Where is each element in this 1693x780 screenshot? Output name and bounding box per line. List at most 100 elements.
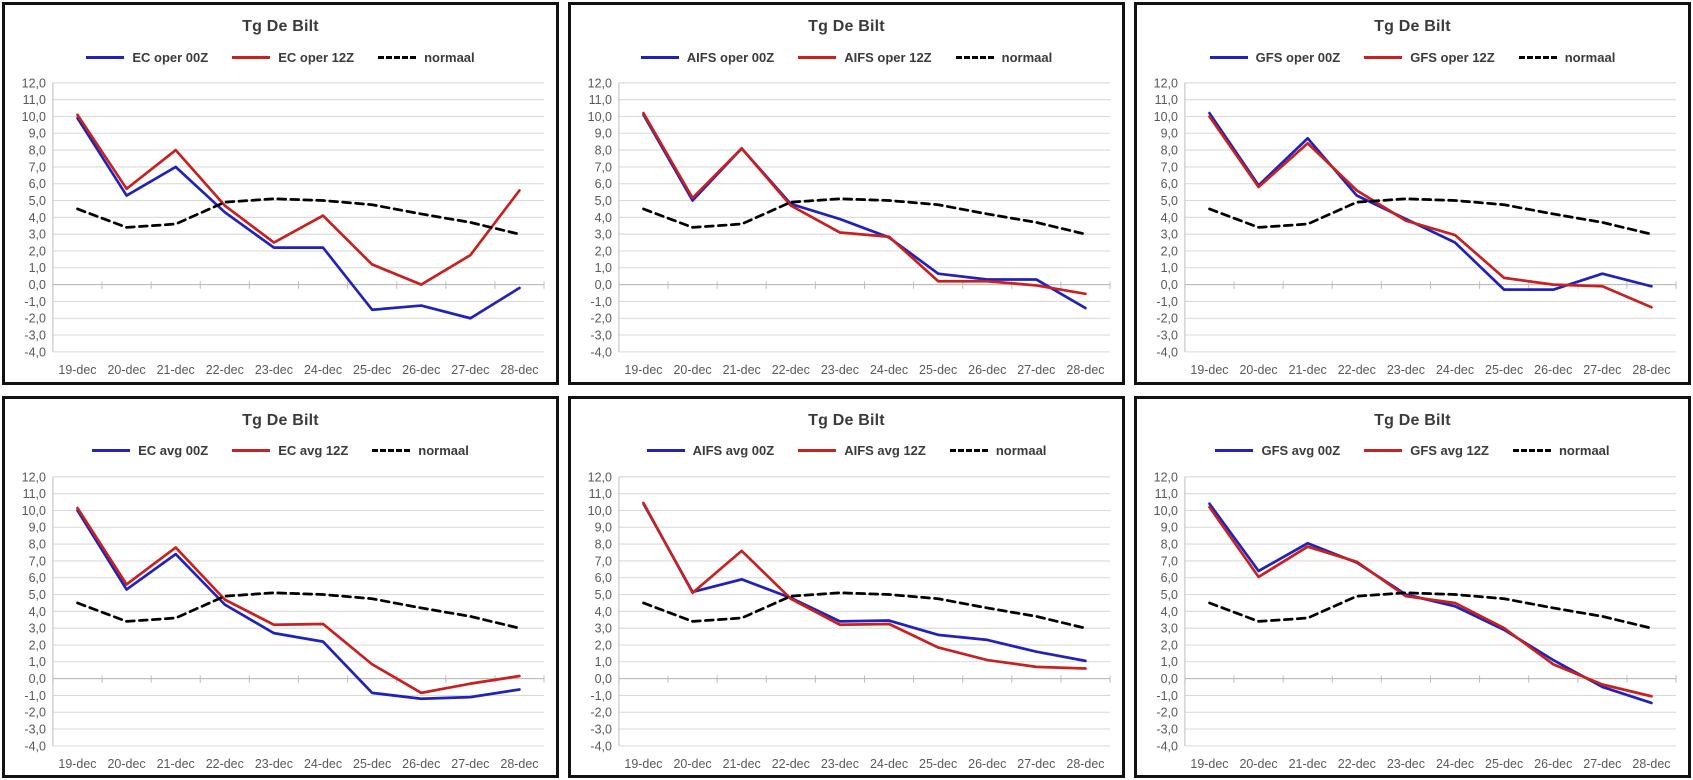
svg-text:27-dec: 27-dec (451, 362, 490, 377)
legend-label: EC oper 00Z (132, 49, 209, 65)
svg-text:23-dec: 23-dec (1387, 362, 1426, 377)
legend-label: AIFS oper 00Z (686, 49, 775, 65)
legend-line-icon (1209, 55, 1248, 59)
line-chart: 12,011,010,09,08,07,06,05,04,03,02,01,00… (588, 75, 1111, 377)
svg-text:-1,0: -1,0 (24, 687, 46, 702)
chart-legend: GFS avg 00Z GFS avg 12Z normaal (1137, 440, 1688, 462)
svg-text:22-dec: 22-dec (772, 362, 811, 377)
svg-text:11,0: 11,0 (589, 92, 612, 107)
svg-text:-4,0: -4,0 (24, 737, 46, 752)
svg-text:26-dec: 26-dec (1534, 755, 1573, 770)
svg-text:24-dec: 24-dec (870, 755, 909, 770)
svg-text:19-dec: 19-dec (624, 362, 663, 377)
svg-text:8,0: 8,0 (595, 536, 612, 551)
svg-text:20-dec: 20-dec (108, 755, 147, 770)
legend-label: GFS oper 00Z (1255, 49, 1341, 65)
svg-text:3,0: 3,0 (595, 226, 612, 241)
legend-line-icon (798, 55, 837, 59)
svg-text:8,0: 8,0 (29, 142, 46, 157)
legend-label: normaal (1564, 49, 1616, 65)
svg-text:8,0: 8,0 (1161, 142, 1178, 157)
svg-text:2,0: 2,0 (595, 637, 612, 652)
chart-title: Tg De Bilt (1374, 18, 1451, 35)
legend-item: GFS avg 12Z (1364, 443, 1489, 458)
svg-text:-3,0: -3,0 (590, 327, 612, 342)
chart-title: Tg De Bilt (242, 411, 319, 429)
legend-label: GFS avg 12Z (1410, 443, 1489, 458)
legend-line-icon (232, 55, 271, 59)
svg-text:20-dec: 20-dec (108, 362, 147, 377)
legend-label: GFS oper 12Z (1410, 49, 1495, 65)
svg-text:9,0: 9,0 (29, 519, 46, 534)
svg-text:-4,0: -4,0 (1156, 737, 1178, 752)
svg-text:1,0: 1,0 (595, 260, 612, 275)
svg-text:21-dec: 21-dec (723, 362, 762, 377)
svg-text:22-dec: 22-dec (1338, 362, 1377, 377)
svg-text:-4,0: -4,0 (24, 344, 46, 359)
chart-legend: GFS oper 00Z GFS oper 12Z normaal (1137, 46, 1688, 68)
svg-text:0,0: 0,0 (595, 277, 612, 292)
svg-text:4,0: 4,0 (595, 603, 612, 618)
legend-item: AIFS avg 12Z (798, 443, 926, 458)
svg-text:1,0: 1,0 (29, 653, 46, 668)
svg-text:6,0: 6,0 (29, 569, 46, 584)
svg-text:2,0: 2,0 (1161, 637, 1178, 652)
legend-label: normaal (424, 49, 475, 65)
svg-text:-1,0: -1,0 (590, 687, 612, 702)
svg-text:26-dec: 26-dec (968, 755, 1007, 770)
svg-text:3,0: 3,0 (1161, 620, 1178, 635)
svg-text:5,0: 5,0 (1161, 586, 1178, 601)
svg-text:10,0: 10,0 (22, 502, 46, 517)
svg-text:12,0: 12,0 (1154, 468, 1178, 483)
svg-text:7,0: 7,0 (29, 552, 46, 567)
svg-text:5,0: 5,0 (595, 586, 612, 601)
legend-item: EC avg 00Z (92, 443, 208, 458)
svg-text:24-dec: 24-dec (304, 755, 343, 770)
svg-text:-1,0: -1,0 (24, 294, 46, 309)
svg-text:4,0: 4,0 (1161, 603, 1178, 618)
svg-text:24-dec: 24-dec (304, 362, 343, 377)
legend-line-icon (1518, 55, 1557, 59)
svg-text:5,0: 5,0 (29, 193, 46, 208)
svg-text:24-dec: 24-dec (870, 362, 909, 377)
chart-panel-gfs-avg: Tg De Bilt GFS avg 00Z GFS avg 12Z norma… (1134, 395, 1691, 778)
svg-text:12,0: 12,0 (22, 468, 46, 483)
chart-title: Tg De Bilt (808, 18, 885, 35)
svg-text:28-dec: 28-dec (1632, 362, 1671, 377)
line-chart: 12,011,010,09,08,07,06,05,04,03,02,01,00… (22, 468, 545, 771)
svg-text:20-dec: 20-dec (674, 755, 713, 770)
svg-text:10,0: 10,0 (1154, 109, 1178, 124)
svg-text:-2,0: -2,0 (24, 310, 46, 325)
legend-item: AIFS oper 12Z (798, 49, 932, 65)
svg-text:23-dec: 23-dec (1387, 755, 1426, 770)
svg-text:28-dec: 28-dec (500, 755, 539, 770)
svg-text:23-dec: 23-dec (255, 755, 294, 770)
svg-text:6,0: 6,0 (1161, 176, 1178, 191)
legend-line-icon (1364, 55, 1403, 59)
legend-label: AIFS avg 12Z (844, 443, 926, 458)
legend-label: AIFS oper 12Z (844, 49, 932, 65)
svg-text:25-dec: 25-dec (353, 755, 392, 770)
chart-panel-ec-oper: Tg De Bilt EC oper 00Z EC oper 12Z norma… (2, 2, 559, 385)
svg-text:10,0: 10,0 (588, 502, 612, 517)
legend-line-icon (949, 449, 988, 452)
legend-line-icon (92, 449, 131, 452)
chart-panel-aifs-oper: Tg De Bilt AIFS oper 00Z AIFS oper 12Z n… (568, 2, 1125, 385)
svg-text:0,0: 0,0 (29, 670, 46, 685)
svg-text:26-dec: 26-dec (968, 362, 1007, 377)
svg-text:-4,0: -4,0 (590, 737, 612, 752)
svg-text:-1,0: -1,0 (1156, 294, 1178, 309)
chart-legend: AIFS oper 00Z AIFS oper 12Z normaal (571, 46, 1122, 68)
legend-label: GFS avg 00Z (1261, 443, 1341, 458)
svg-text:2,0: 2,0 (1161, 243, 1178, 258)
legend-line-icon (955, 55, 994, 59)
svg-text:8,0: 8,0 (595, 142, 612, 157)
line-chart: 12,011,010,09,08,07,06,05,04,03,02,01,00… (22, 75, 545, 377)
legend-line-icon (86, 55, 125, 59)
chart-title: Tg De Bilt (1374, 411, 1451, 429)
svg-text:28-dec: 28-dec (500, 362, 539, 377)
svg-text:-3,0: -3,0 (1156, 721, 1178, 736)
svg-text:10,0: 10,0 (22, 109, 46, 124)
chart-panel-gfs-oper: Tg De Bilt GFS oper 00Z GFS oper 12Z nor… (1134, 2, 1691, 385)
svg-text:-2,0: -2,0 (24, 704, 46, 719)
